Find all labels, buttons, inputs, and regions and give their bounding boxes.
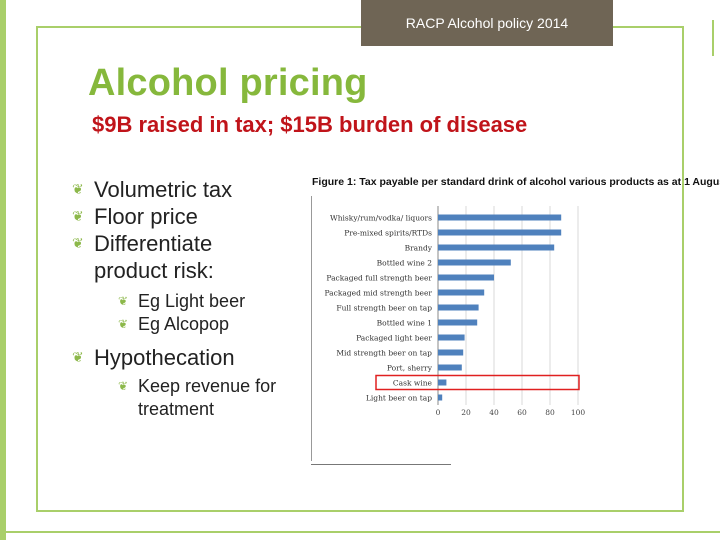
- slide-bottom-accent: [0, 531, 720, 533]
- category-label: Bottled wine 2: [377, 259, 433, 268]
- chart-container: 0 20 40 60 80 100 Whisky/rum/vodka/ liquors Pre…: [310, 196, 685, 456]
- bar: [438, 259, 511, 266]
- chart-left-border: [311, 196, 312, 461]
- category-label: Light beer on tap: [366, 394, 432, 403]
- bullet-text: Floor price: [94, 204, 198, 229]
- bar: [438, 334, 465, 341]
- chart-bottom-border: [311, 464, 451, 465]
- slide-subtitle: $9B raised in tax; $15B burden of diseas…: [92, 112, 528, 137]
- x-tick-label: 80: [545, 408, 555, 417]
- slide-left-accent: [0, 0, 6, 540]
- bullet-text: Volumetric tax: [94, 177, 233, 202]
- category-label: Bottled wine 1: [377, 319, 432, 328]
- slide-frame: [36, 26, 684, 512]
- category-label: Cask wine: [393, 379, 433, 388]
- category-label: Full strength beer on tap: [336, 304, 432, 313]
- highlight-box: [375, 374, 580, 391]
- x-tick-label: 0: [436, 408, 441, 417]
- category-label: Brandy: [405, 244, 433, 253]
- bullet-differentiate: ❦ Differentiate: [72, 230, 312, 257]
- x-tick-label: 60: [517, 408, 527, 417]
- bullet-light-beer: ❦ Eg Light beer: [72, 290, 312, 313]
- bullet-leaf-icon: ❦: [72, 208, 84, 224]
- bullet-continuation: treatment: [138, 399, 215, 419]
- bar: [438, 274, 494, 281]
- figure-title: Figure 1: Tax payable per standard drink…: [312, 176, 720, 188]
- header-badge-text: RACP Alcohol policy 2014: [405, 15, 569, 31]
- bullet-text: Keep revenue for: [138, 376, 277, 396]
- bar: [438, 364, 462, 371]
- bar: [438, 379, 447, 386]
- tax-bar-chart: 0 20 40 60 80 100 Whisky/rum/vodka/ liquors Pre…: [324, 206, 586, 417]
- bullet-leaf-icon: ❦: [72, 181, 84, 197]
- category-label: Pre-mixed spirits/RTDs: [344, 229, 432, 238]
- bullet-list: ❦ Volumetric tax ❦ Floor price ❦ Differe…: [72, 176, 312, 421]
- bullet-continuation: product risk:: [94, 258, 214, 283]
- bar: [438, 304, 479, 311]
- bullet-text: Eg Alcopop: [138, 314, 230, 334]
- bullet-leaf-icon: ❦: [72, 349, 84, 365]
- slide-right-accent: [712, 20, 714, 56]
- bullet-floor-price: ❦ Floor price: [72, 203, 312, 230]
- bar: [438, 394, 443, 401]
- header-badge: RACP Alcohol policy 2014: [361, 0, 613, 46]
- bullet-alcopop: ❦ Eg Alcopop: [72, 313, 312, 336]
- bullet-leaf-icon: ❦: [118, 317, 129, 331]
- bullet-text: Eg Light beer: [138, 291, 246, 311]
- bullet-keep-revenue: ❦ Keep revenue for: [72, 375, 312, 398]
- bullet-leaf-icon: ❦: [118, 379, 129, 393]
- category-label: Packaged light beer: [356, 334, 432, 343]
- bullet-leaf-icon: ❦: [118, 294, 129, 308]
- bar: [438, 244, 555, 251]
- bullet-text: Differentiate: [94, 231, 213, 256]
- bar: [438, 289, 485, 296]
- bar: [438, 214, 562, 221]
- category-label: Mid strength beer on tap: [336, 349, 432, 358]
- category-label: Packaged full strength beer: [326, 274, 432, 283]
- bar: [438, 349, 464, 356]
- bar: [438, 229, 562, 236]
- category-label: Whisky/rum/vodka/ liquors: [330, 214, 432, 223]
- bullet-volumetric-tax: ❦ Volumetric tax: [72, 176, 312, 203]
- category-label: Port, sherry: [387, 364, 433, 373]
- category-label: Packaged mid strength beer: [324, 289, 432, 298]
- bullet-hypothecation: ❦ Hypothecation: [72, 344, 312, 371]
- slide-title: Alcohol pricing: [88, 62, 368, 104]
- x-tick-label: 20: [461, 408, 471, 417]
- bar: [438, 319, 478, 326]
- bullet-leaf-icon: ❦: [72, 235, 84, 251]
- x-tick-label: 100: [571, 408, 586, 417]
- x-tick-label: 40: [489, 408, 499, 417]
- bullet-text: Hypothecation: [94, 345, 235, 370]
